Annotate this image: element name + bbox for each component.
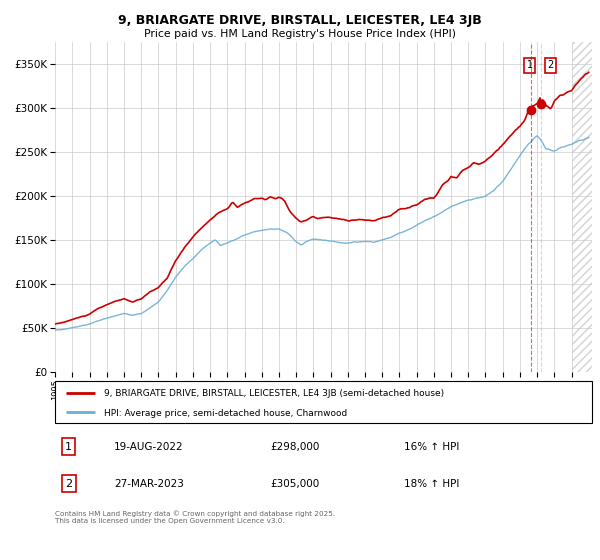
Text: 19-AUG-2022: 19-AUG-2022 xyxy=(114,441,184,451)
Text: 27-MAR-2023: 27-MAR-2023 xyxy=(114,479,184,489)
Text: £298,000: £298,000 xyxy=(270,441,319,451)
Text: 9, BRIARGATE DRIVE, BIRSTALL, LEICESTER, LE4 3JB (semi-detached house): 9, BRIARGATE DRIVE, BIRSTALL, LEICESTER,… xyxy=(104,389,443,398)
Text: 2: 2 xyxy=(65,479,72,489)
Text: 9, BRIARGATE DRIVE, BIRSTALL, LEICESTER, LE4 3JB: 9, BRIARGATE DRIVE, BIRSTALL, LEICESTER,… xyxy=(118,14,482,27)
Text: 16% ↑ HPI: 16% ↑ HPI xyxy=(404,441,460,451)
Bar xyxy=(572,42,592,372)
Text: Price paid vs. HM Land Registry's House Price Index (HPI): Price paid vs. HM Land Registry's House … xyxy=(144,29,456,39)
Text: Contains HM Land Registry data © Crown copyright and database right 2025.
This d: Contains HM Land Registry data © Crown c… xyxy=(55,511,335,524)
Text: 18% ↑ HPI: 18% ↑ HPI xyxy=(404,479,460,489)
Text: 1: 1 xyxy=(65,441,72,451)
Text: £305,000: £305,000 xyxy=(270,479,319,489)
Text: 1: 1 xyxy=(527,60,533,70)
Text: 2: 2 xyxy=(547,60,554,70)
Text: HPI: Average price, semi-detached house, Charnwood: HPI: Average price, semi-detached house,… xyxy=(104,409,347,418)
